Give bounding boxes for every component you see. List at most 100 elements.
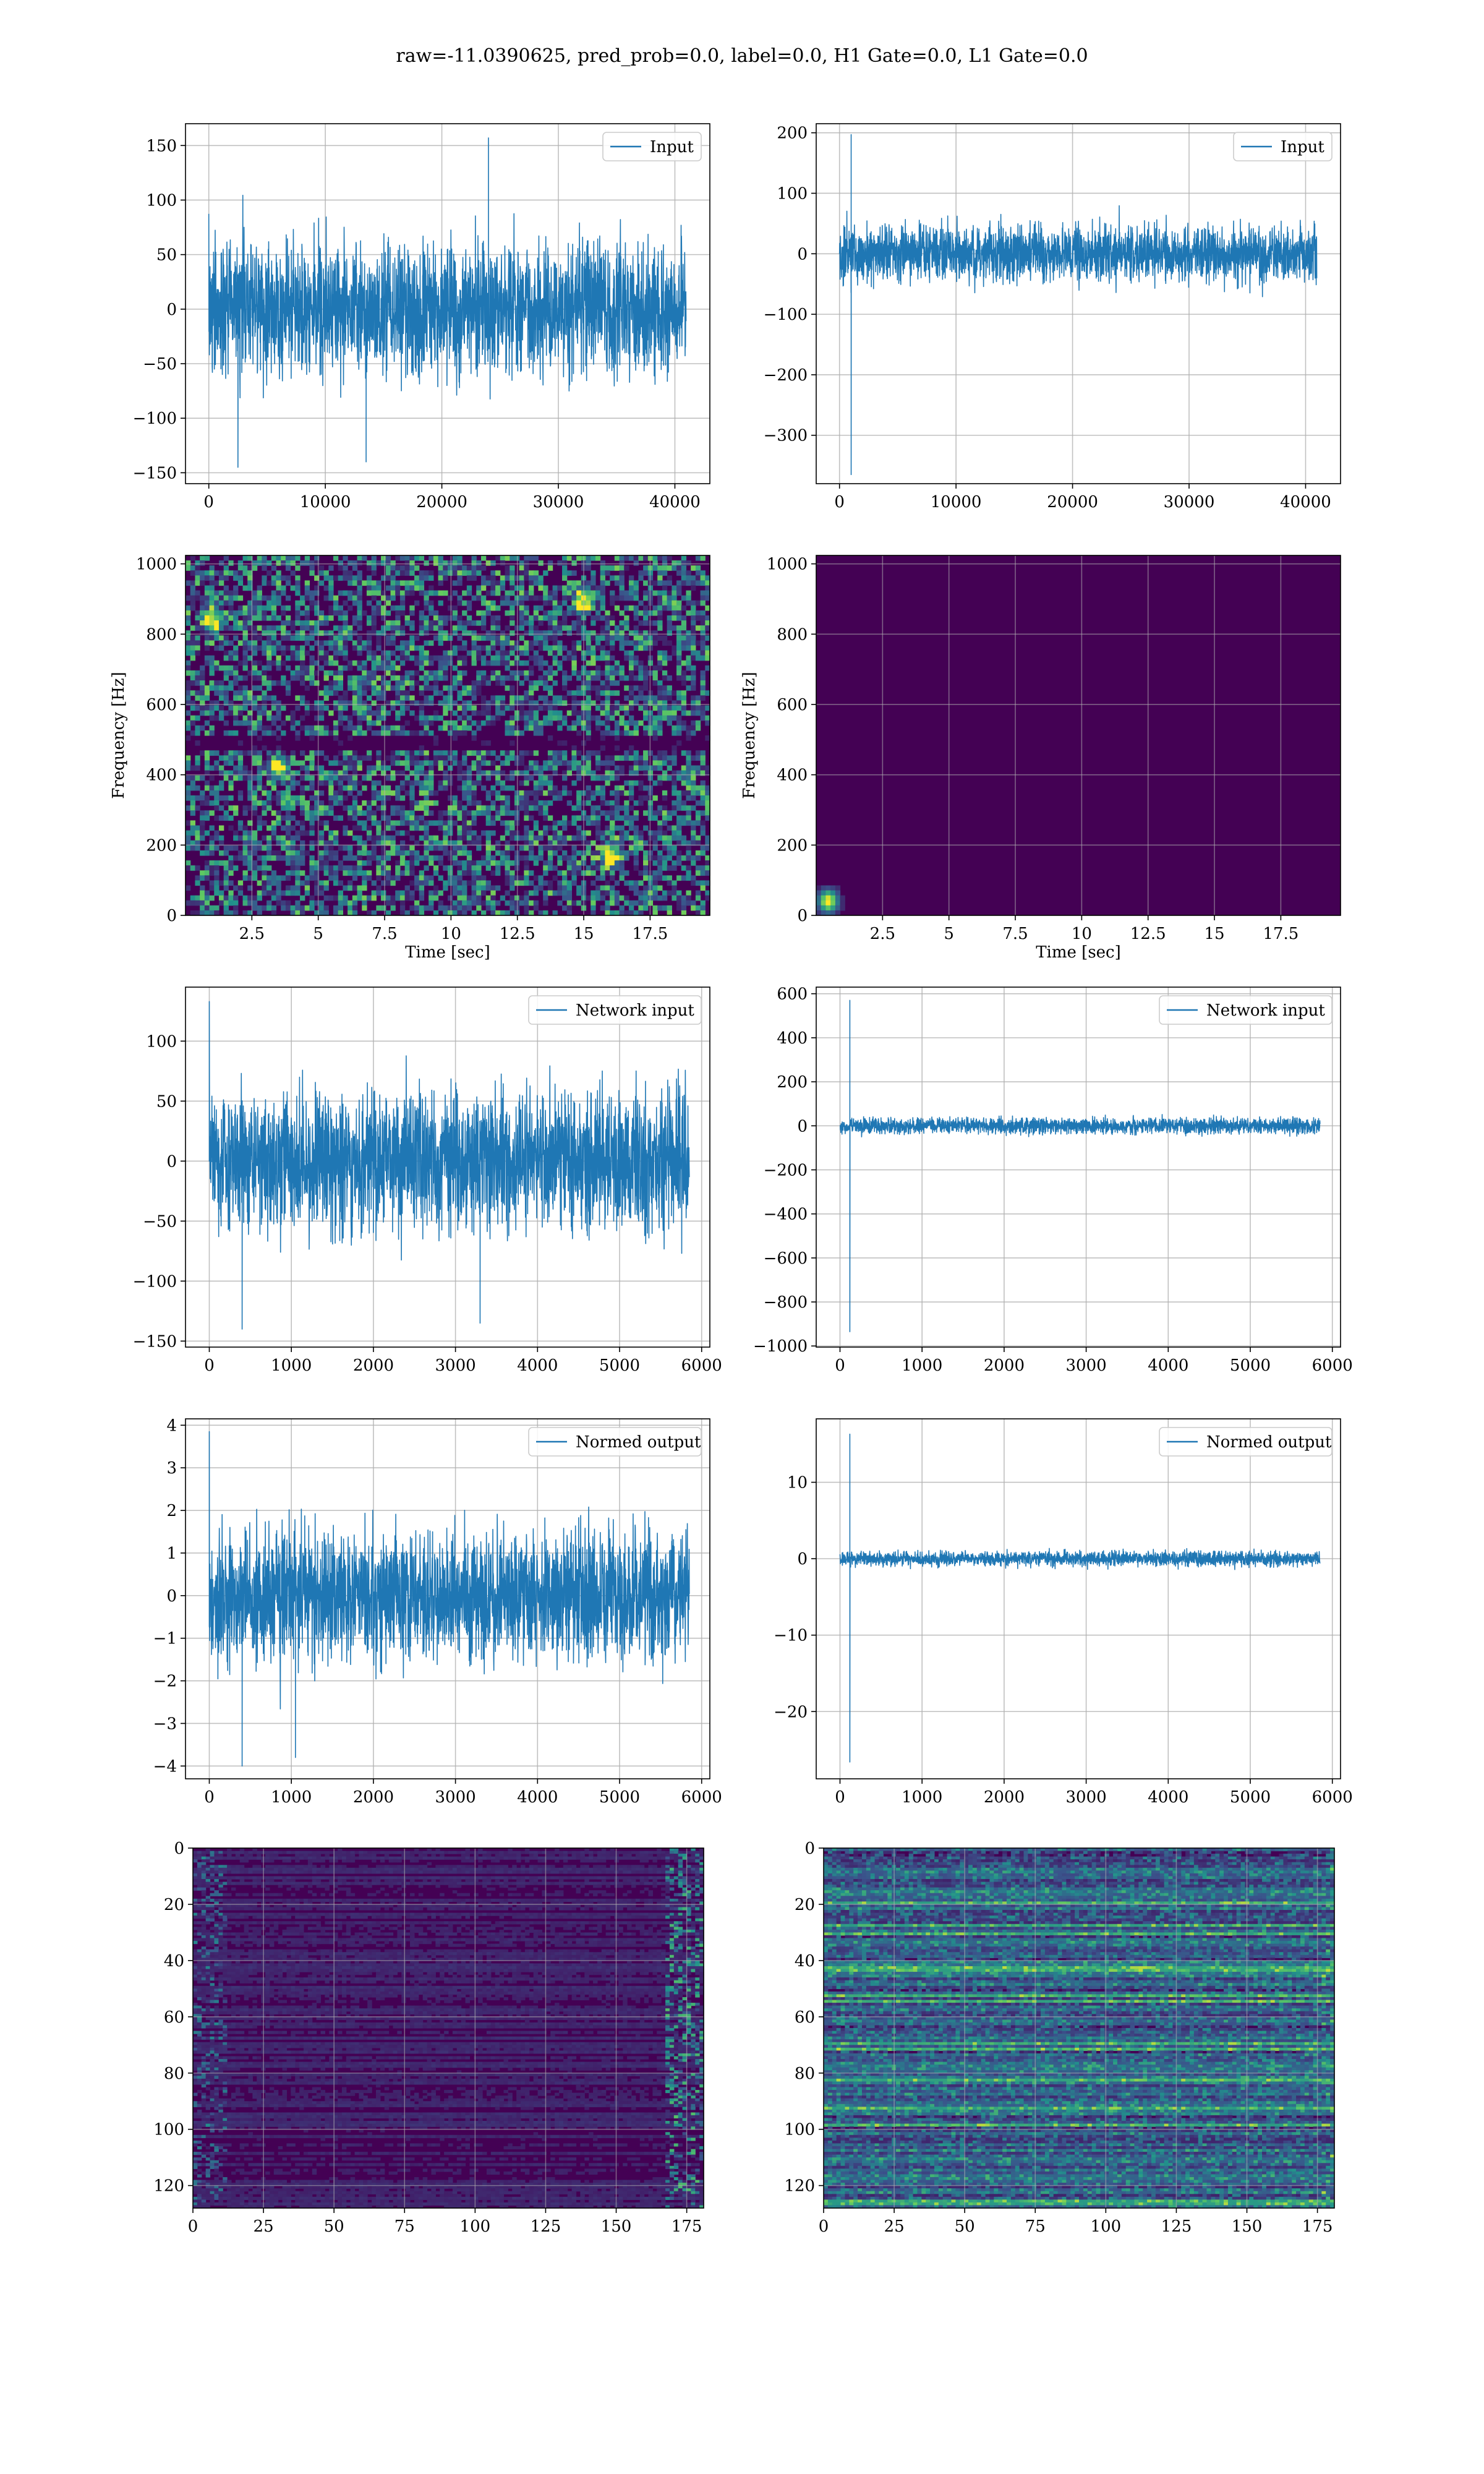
heatmap-cell [620,855,625,861]
heatmap-cell [210,865,215,871]
heatmap-cell [652,845,657,851]
heatmap-cell [376,591,381,596]
heatmap-cell [500,760,505,766]
heatmap-cell [538,845,543,851]
heatmap-cell [481,615,486,621]
heatmap-cell [652,680,657,686]
heatmap-cell [495,716,500,721]
heatmap-cell [586,651,591,656]
heatmap-cell [276,891,281,896]
heatmap-cell [343,805,348,811]
heatmap-cell [676,790,681,796]
heatmap-cell [840,896,845,901]
heatmap-cell [395,606,400,611]
heatmap-cell [529,700,534,706]
heatmap-cell [224,586,229,591]
heatmap-cell [486,820,491,826]
heatmap-cell [652,735,657,741]
heatmap-cell [381,896,386,901]
heatmap-cell [453,820,458,826]
heatmap-cell [529,855,534,861]
heatmap-cell [505,901,510,906]
heatmap-cell [233,766,238,771]
heatmap-cell [419,570,424,576]
heatmap-cell [376,831,381,836]
heatmap-cell [686,640,691,646]
heatmap-cell [433,685,438,691]
heatmap-cell [200,790,205,796]
heatmap-cell [472,831,477,836]
heatmap-cell [676,836,681,841]
heatmap-cell [195,805,200,811]
heatmap-cell [676,800,681,806]
heatmap-cell [510,555,514,561]
heatmap-cell [205,646,210,651]
heatmap-cell [319,690,324,696]
heatmap-cell [390,606,395,611]
heatmap-cell [543,610,548,616]
heatmap-cell [624,810,629,816]
heatmap-cell [424,575,429,581]
heatmap-cell [309,620,314,626]
heatmap-cell [548,850,553,856]
heatmap-cell [300,896,305,901]
heatmap-cell [462,896,467,901]
heatmap-cell [243,685,248,691]
heatmap-cell [615,795,620,801]
heatmap-cell [591,670,595,676]
heatmap-cell [500,646,505,651]
heatmap-cell [186,615,190,621]
heatmap-cell [571,721,576,726]
heatmap-cell [453,750,458,756]
heatmap-cell [343,870,348,876]
heatmap-cell [567,596,572,601]
heatmap-cell [840,901,845,906]
heatmap-cell [567,711,572,716]
heatmap-cell [481,711,486,716]
heatmap-cell [586,565,591,571]
heatmap-cell [262,565,267,571]
heatmap-cell [657,850,662,856]
heatmap-cell [348,781,352,786]
heatmap-cell [190,555,195,561]
heatmap-cell [267,570,271,576]
heatmap-cell [457,826,462,831]
heatmap-cell [319,666,324,671]
heatmap-cell [553,711,558,716]
heatmap-cell [657,865,662,871]
heatmap-cell [238,575,243,581]
heatmap-cell [214,865,219,871]
heatmap-cell [591,630,595,636]
heatmap-cell [267,640,271,646]
heatmap-cell [524,606,529,611]
heatmap-cell [286,690,291,696]
heatmap-cell [524,670,529,676]
heatmap-cell [186,795,190,801]
heatmap-cell [424,850,429,856]
heatmap-cell [519,606,524,611]
heatmap-cell [519,700,524,706]
heatmap-cell [462,601,467,606]
heatmap-cell [591,865,595,871]
heatmap-cell [624,656,629,661]
heatmap-cell [662,706,667,711]
heatmap-cell [381,815,386,821]
heatmap-cell [262,575,267,581]
heatmap-cell [257,606,262,611]
heatmap-cell [276,711,281,716]
heatmap-cell [562,620,567,626]
heatmap-cell [186,565,190,571]
heatmap-cell [529,580,534,586]
heatmap-cell [624,620,629,626]
heatmap-cell [300,785,305,791]
heatmap-cell [195,625,200,631]
heatmap-cell [395,795,400,801]
heatmap-cell [567,800,572,806]
heatmap-cell [414,680,419,686]
heatmap-cell [333,685,338,691]
heatmap-cell [357,891,362,896]
heatmap-cell [701,750,706,756]
heatmap-cell [309,606,314,611]
heatmap-cell [510,630,514,636]
heatmap-cell [462,891,467,896]
